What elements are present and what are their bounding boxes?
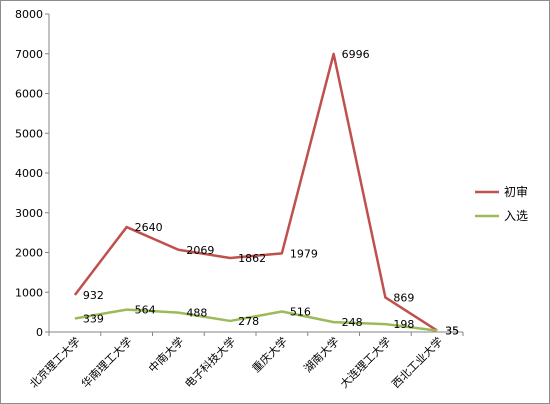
y-tick-label: 1000	[15, 286, 43, 299]
series-line-2	[74, 308, 438, 332]
y-tick-label: 0	[36, 326, 43, 339]
data-label: 35	[445, 325, 459, 338]
y-tick-label: 4000	[15, 167, 43, 180]
x-tick-label: 电子科技大学	[182, 334, 239, 391]
y-tick-label: 6000	[15, 88, 43, 101]
y-tick-label: 5000	[15, 127, 43, 140]
data-label: 932	[83, 289, 104, 302]
data-label: 278	[238, 315, 259, 328]
data-label: 35	[445, 325, 459, 338]
x-tick-label: 北京理工大学	[26, 334, 83, 391]
legend-label: 初审	[504, 184, 528, 199]
x-tick-label: 大连理工大学	[337, 334, 394, 391]
y-tick-label: 3000	[15, 207, 43, 220]
data-label: 1979	[290, 247, 318, 260]
legend-label: 入选	[504, 209, 528, 223]
data-label: 248	[342, 316, 363, 329]
x-tick-label: 湖南大学	[301, 334, 342, 375]
data-label: 339	[83, 313, 104, 326]
x-tick-label: 中南大学	[145, 334, 186, 375]
data-label: 564	[135, 304, 156, 317]
y-tick-label: 8000	[15, 8, 43, 21]
y-tick-label: 2000	[15, 247, 43, 260]
data-label: 198	[393, 318, 414, 331]
data-label: 1862	[238, 252, 266, 265]
x-tick-label: 华南理工大学	[78, 334, 135, 391]
data-label: 6996	[342, 48, 370, 61]
data-label: 869	[393, 291, 414, 304]
series-line-1	[73, 52, 438, 332]
x-tick-label: 重庆大学	[249, 334, 290, 375]
data-label: 2640	[135, 221, 163, 234]
data-label: 516	[290, 305, 311, 318]
y-tick-label: 7000	[15, 48, 43, 61]
x-tick-label: 西北工业大学	[389, 334, 446, 391]
data-label: 2069	[186, 244, 214, 257]
data-label: 488	[186, 307, 207, 320]
